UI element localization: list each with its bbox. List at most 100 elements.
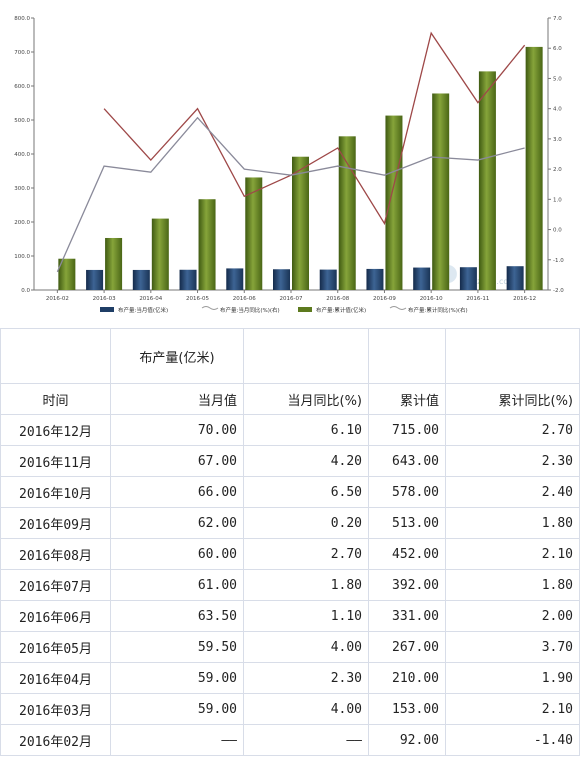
table-empty-header-cell [445, 328, 580, 384]
row-monthly-yoy-cell: 4.20 [243, 445, 369, 477]
x-tick-label: 2016-06 [233, 296, 256, 302]
column-header-monthly-value: 当月值 [110, 383, 244, 415]
data-table: 布产量(亿米) 时间 当月值 当月同比(%) 累计值 累计同比(%) 2016年… [0, 328, 580, 756]
column-header-monthly-yoy: 当月同比(%) [243, 383, 369, 415]
table-row: 2016年03月 59.00 4.00 153.00 2.10 [0, 693, 580, 725]
table-empty-header-cell [243, 328, 369, 384]
left-tick-label: 0.0 [21, 288, 30, 294]
row-monthly-value-cell: 60.00 [110, 538, 244, 570]
row-cumulative-value-cell: 331.00 [368, 600, 446, 632]
bar-monthly-value [132, 269, 150, 290]
row-monthly-yoy-cell: 4.00 [243, 631, 369, 663]
row-time-cell: 2016年10月 [0, 476, 111, 508]
x-tick-label: 2016-10 [420, 296, 443, 302]
bar-cumulative-value [292, 156, 309, 290]
row-monthly-value-cell: 67.00 [110, 445, 244, 477]
row-cumulative-yoy-cell: -1.40 [445, 724, 580, 756]
x-tick-label: 2016-11 [466, 296, 489, 302]
x-tick-label: 2016-04 [139, 296, 162, 302]
row-monthly-yoy-cell: 4.00 [243, 693, 369, 725]
row-monthly-value-cell: 59.50 [110, 631, 244, 663]
legend-swatch [298, 307, 312, 312]
row-monthly-yoy-cell: 1.80 [243, 569, 369, 601]
bar-cumulative-value [105, 237, 123, 290]
row-monthly-value-cell: —— [110, 724, 244, 756]
bar-cumulative-value [478, 71, 496, 290]
row-monthly-yoy-cell: 6.50 [243, 476, 369, 508]
row-monthly-value-cell: 62.00 [110, 507, 244, 539]
row-cumulative-yoy-cell: 2.70 [445, 414, 580, 446]
right-tick-label: 0.0 [553, 228, 562, 234]
row-monthly-yoy-cell: 1.10 [243, 600, 369, 632]
row-cumulative-value-cell: 513.00 [368, 507, 446, 539]
bar-cumulative-value [245, 177, 263, 290]
row-time-cell: 2016年08月 [0, 538, 111, 570]
row-time-cell: 2016年07月 [0, 569, 111, 601]
table-row: 2016年09月 62.00 0.20 513.00 1.80 [0, 507, 580, 539]
table-corner-cell [0, 328, 111, 384]
table-group-header-row: 布产量(亿米) [0, 328, 580, 384]
right-tick-label: 1.0 [553, 197, 562, 203]
row-cumulative-yoy-cell: 2.30 [445, 445, 580, 477]
x-tick-label: 2016-03 [93, 296, 116, 302]
row-time-cell: 2016年09月 [0, 507, 111, 539]
bar-monthly-value [506, 266, 524, 290]
row-time-cell: 2016年03月 [0, 693, 111, 725]
x-tick-label: 2016-12 [513, 296, 536, 302]
legend-label: 布产量:当月同比(%)(右) [220, 306, 280, 314]
row-cumulative-value-cell: 392.00 [368, 569, 446, 601]
row-cumulative-yoy-cell: 2.40 [445, 476, 580, 508]
x-tick-label: 2016-08 [326, 296, 349, 302]
left-tick-label: 600.0 [14, 84, 30, 90]
bar-monthly-value [459, 267, 477, 290]
left-tick-label: 400.0 [14, 152, 30, 158]
legend-swatch [389, 306, 407, 310]
row-time-cell: 2016年11月 [0, 445, 111, 477]
legend-label: 布产量:累计同比(%)(右) [408, 306, 468, 314]
row-cumulative-yoy-cell: 3.70 [445, 631, 580, 663]
table-empty-header-cell [368, 328, 446, 384]
row-time-cell: 2016年12月 [0, 414, 111, 446]
bar-monthly-value [413, 267, 431, 290]
x-tick-label: 2016-05 [186, 296, 209, 302]
row-monthly-value-cell: 59.00 [110, 693, 244, 725]
row-monthly-value-cell: 63.50 [110, 600, 244, 632]
row-cumulative-value-cell: 452.00 [368, 538, 446, 570]
table-row: 2016年08月 60.00 2.70 452.00 2.10 [0, 538, 580, 570]
left-tick-label: 100.0 [14, 254, 30, 260]
row-monthly-value-cell: 66.00 [110, 476, 244, 508]
right-tick-label: -2.0 [553, 288, 564, 294]
line-cumulative-yoy [56, 116, 525, 273]
right-tick-label: -1.0 [553, 258, 564, 264]
row-cumulative-value-cell: 715.00 [368, 414, 446, 446]
row-cumulative-value-cell: 92.00 [368, 724, 446, 756]
table-row: 2016年06月 63.50 1.10 331.00 2.00 [0, 600, 580, 632]
row-cumulative-yoy-cell: 1.80 [445, 569, 580, 601]
bar-cumulative-value [198, 199, 216, 290]
table-row: 2016年05月 59.50 4.00 267.00 3.70 [0, 631, 580, 663]
right-tick-label: 6.0 [553, 46, 562, 52]
table-column-header-row: 时间 当月值 当月同比(%) 累计值 累计同比(%) [0, 383, 580, 415]
bar-cumulative-value [58, 258, 76, 290]
row-cumulative-yoy-cell: 2.00 [445, 600, 580, 632]
right-tick-label: 5.0 [553, 76, 562, 82]
bar-monthly-value [226, 268, 244, 290]
table-row: 2016年12月 70.00 6.10 715.00 2.70 [0, 414, 580, 446]
left-tick-label: 500.0 [14, 118, 30, 124]
combo-chart: qianzhan.com 0.0 100.0 200.0 300.0 400.0 500.… [14, 16, 564, 314]
x-tick-label: 2016-09 [373, 296, 396, 302]
table-row: 2016年04月 59.00 2.30 210.00 1.90 [0, 662, 580, 694]
row-cumulative-value-cell: 643.00 [368, 445, 446, 477]
table-row: 2016年02月 —— —— 92.00 -1.40 [0, 724, 580, 756]
right-tick-label: 3.0 [553, 137, 562, 143]
x-tick-label: 2016-07 [280, 296, 303, 302]
left-tick-label: 800.0 [14, 16, 30, 22]
row-monthly-value-cell: 61.00 [110, 569, 244, 601]
row-cumulative-value-cell: 153.00 [368, 693, 446, 725]
row-cumulative-yoy-cell: 1.90 [445, 662, 580, 694]
row-time-cell: 2016年04月 [0, 662, 111, 694]
bar-monthly-value [86, 269, 104, 290]
legend-swatch [100, 307, 114, 312]
bar-monthly-value [179, 269, 197, 290]
legend-swatch [201, 306, 219, 310]
